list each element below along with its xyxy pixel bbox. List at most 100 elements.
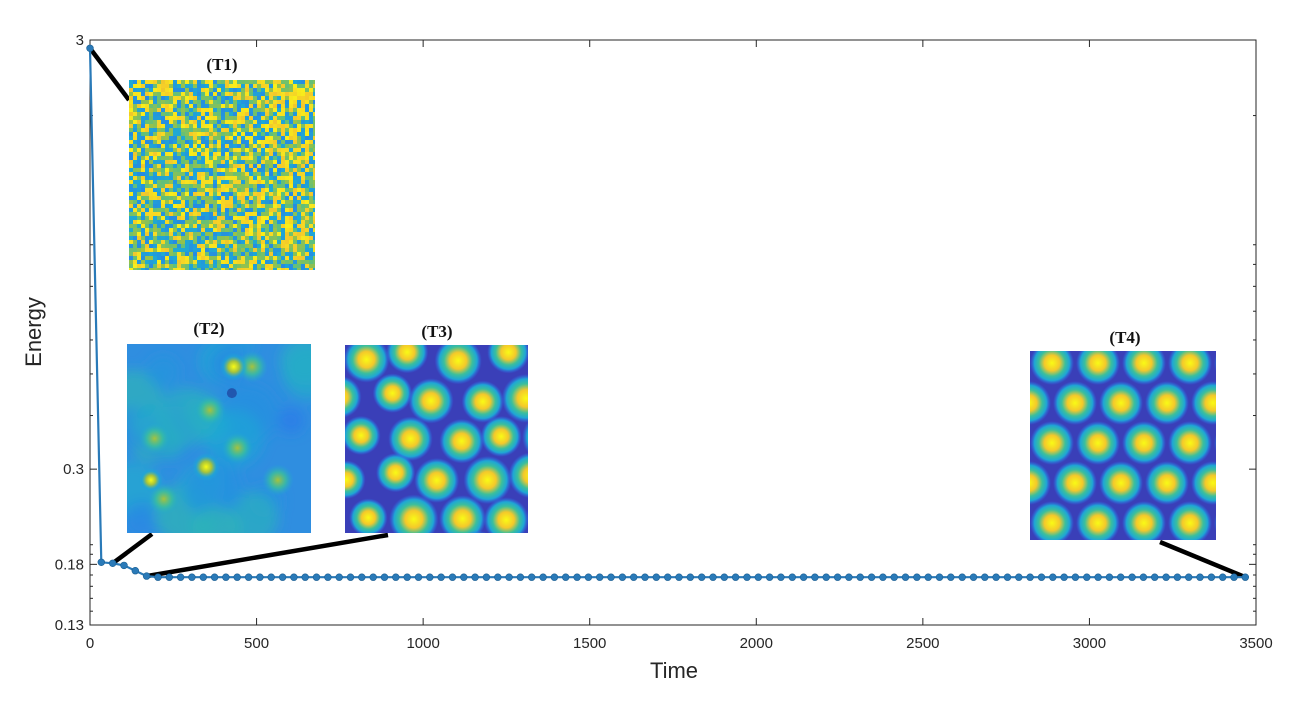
energy-point [448,573,457,581]
y-axis-label: Energy [21,297,46,367]
energy-point [460,573,468,581]
energy-point [426,573,434,581]
energy-point [731,573,740,581]
energy-point [403,573,411,581]
energy-point [256,573,264,581]
energy-point [324,573,332,581]
energy-point [947,573,955,581]
energy-point [618,573,627,581]
energy-point [607,573,615,581]
inset-t3: (T3) [345,322,528,533]
energy-point [663,573,672,581]
energy-point [335,573,343,581]
energy-point [86,44,94,52]
energy-point [561,573,570,581]
energy-point [1071,573,1080,581]
energy-point [346,573,355,581]
y-tick-label: 0.13 [55,617,84,634]
inset-connector [146,532,389,579]
energy-point [482,573,491,581]
x-tick-label: 2500 [906,635,939,652]
inset-label: (T3) [421,322,452,341]
energy-point [244,573,253,581]
energy-point [584,573,593,581]
energy-point [165,573,174,581]
energy-point [1218,573,1227,581]
energy-point [958,573,966,581]
energy-point [1015,573,1023,581]
inset-t4: (T4) [1030,328,1216,540]
inset-label: (T4) [1109,328,1140,347]
inset-connector [1159,539,1247,580]
energy-point [697,573,706,581]
energy-point [856,573,864,581]
energy-point [97,558,106,566]
energy-point [550,573,559,581]
energy-point [777,573,785,581]
x-tick-label: 1000 [406,635,439,652]
energy-point [199,573,208,581]
energy-point [1105,573,1114,581]
energy-point [799,573,808,581]
x-axis-label: Time [650,658,698,683]
energy-point [833,573,842,581]
energy-point [629,573,638,581]
energy-point [1196,573,1204,581]
energy-point [301,573,309,581]
inset-label: (T2) [193,319,224,338]
energy-point [358,573,366,581]
energy-point [414,573,423,581]
energy-point [845,573,853,581]
energy-point [1060,573,1068,581]
energy-point [516,573,525,581]
energy-point [471,573,479,581]
inset-t2: (T2) [127,319,311,533]
energy-point [1094,573,1102,581]
energy-point [142,572,151,580]
energy-point [652,573,660,581]
energy-point [1116,573,1125,581]
energy-point [890,573,898,581]
energy-point [901,573,910,581]
plot-frame [89,39,1257,626]
energy-point [1083,573,1091,581]
energy-point [369,573,377,581]
inset-connector [88,46,131,102]
x-tick-label: 1500 [573,635,606,652]
energy-point [822,573,830,581]
energy-point [539,573,547,581]
inset-connector [111,532,154,566]
energy-point [879,573,887,581]
energy-point [267,573,275,581]
energy-point [1230,573,1238,581]
energy-point [176,573,185,581]
energy-point [720,573,728,581]
energy-point [188,573,196,581]
energy-point [1184,573,1193,581]
energy-point [924,573,932,581]
energy-point [641,573,649,581]
energy-point [811,573,819,581]
x-tick-label: 0 [86,635,94,652]
y-tick-label: 0.18 [55,556,84,573]
energy-point [494,573,502,581]
energy-point [131,566,140,575]
inset-t1: (T1) [129,55,315,270]
energy-point [754,573,762,581]
x-tick-label: 3500 [1239,635,1272,652]
x-tick-label: 2000 [740,635,773,652]
energy-point [108,559,117,567]
energy-point [573,573,581,581]
energy-point [1037,573,1046,581]
energy-point [981,573,989,581]
energy-point [1173,573,1182,581]
energy-point [992,573,1000,581]
inset-image [127,344,311,533]
energy-point [527,573,536,581]
inset-image [129,80,315,270]
energy-point [595,573,604,581]
inset-label: (T1) [206,55,237,74]
energy-point [437,573,445,581]
x-tick-label: 3000 [1073,635,1106,652]
